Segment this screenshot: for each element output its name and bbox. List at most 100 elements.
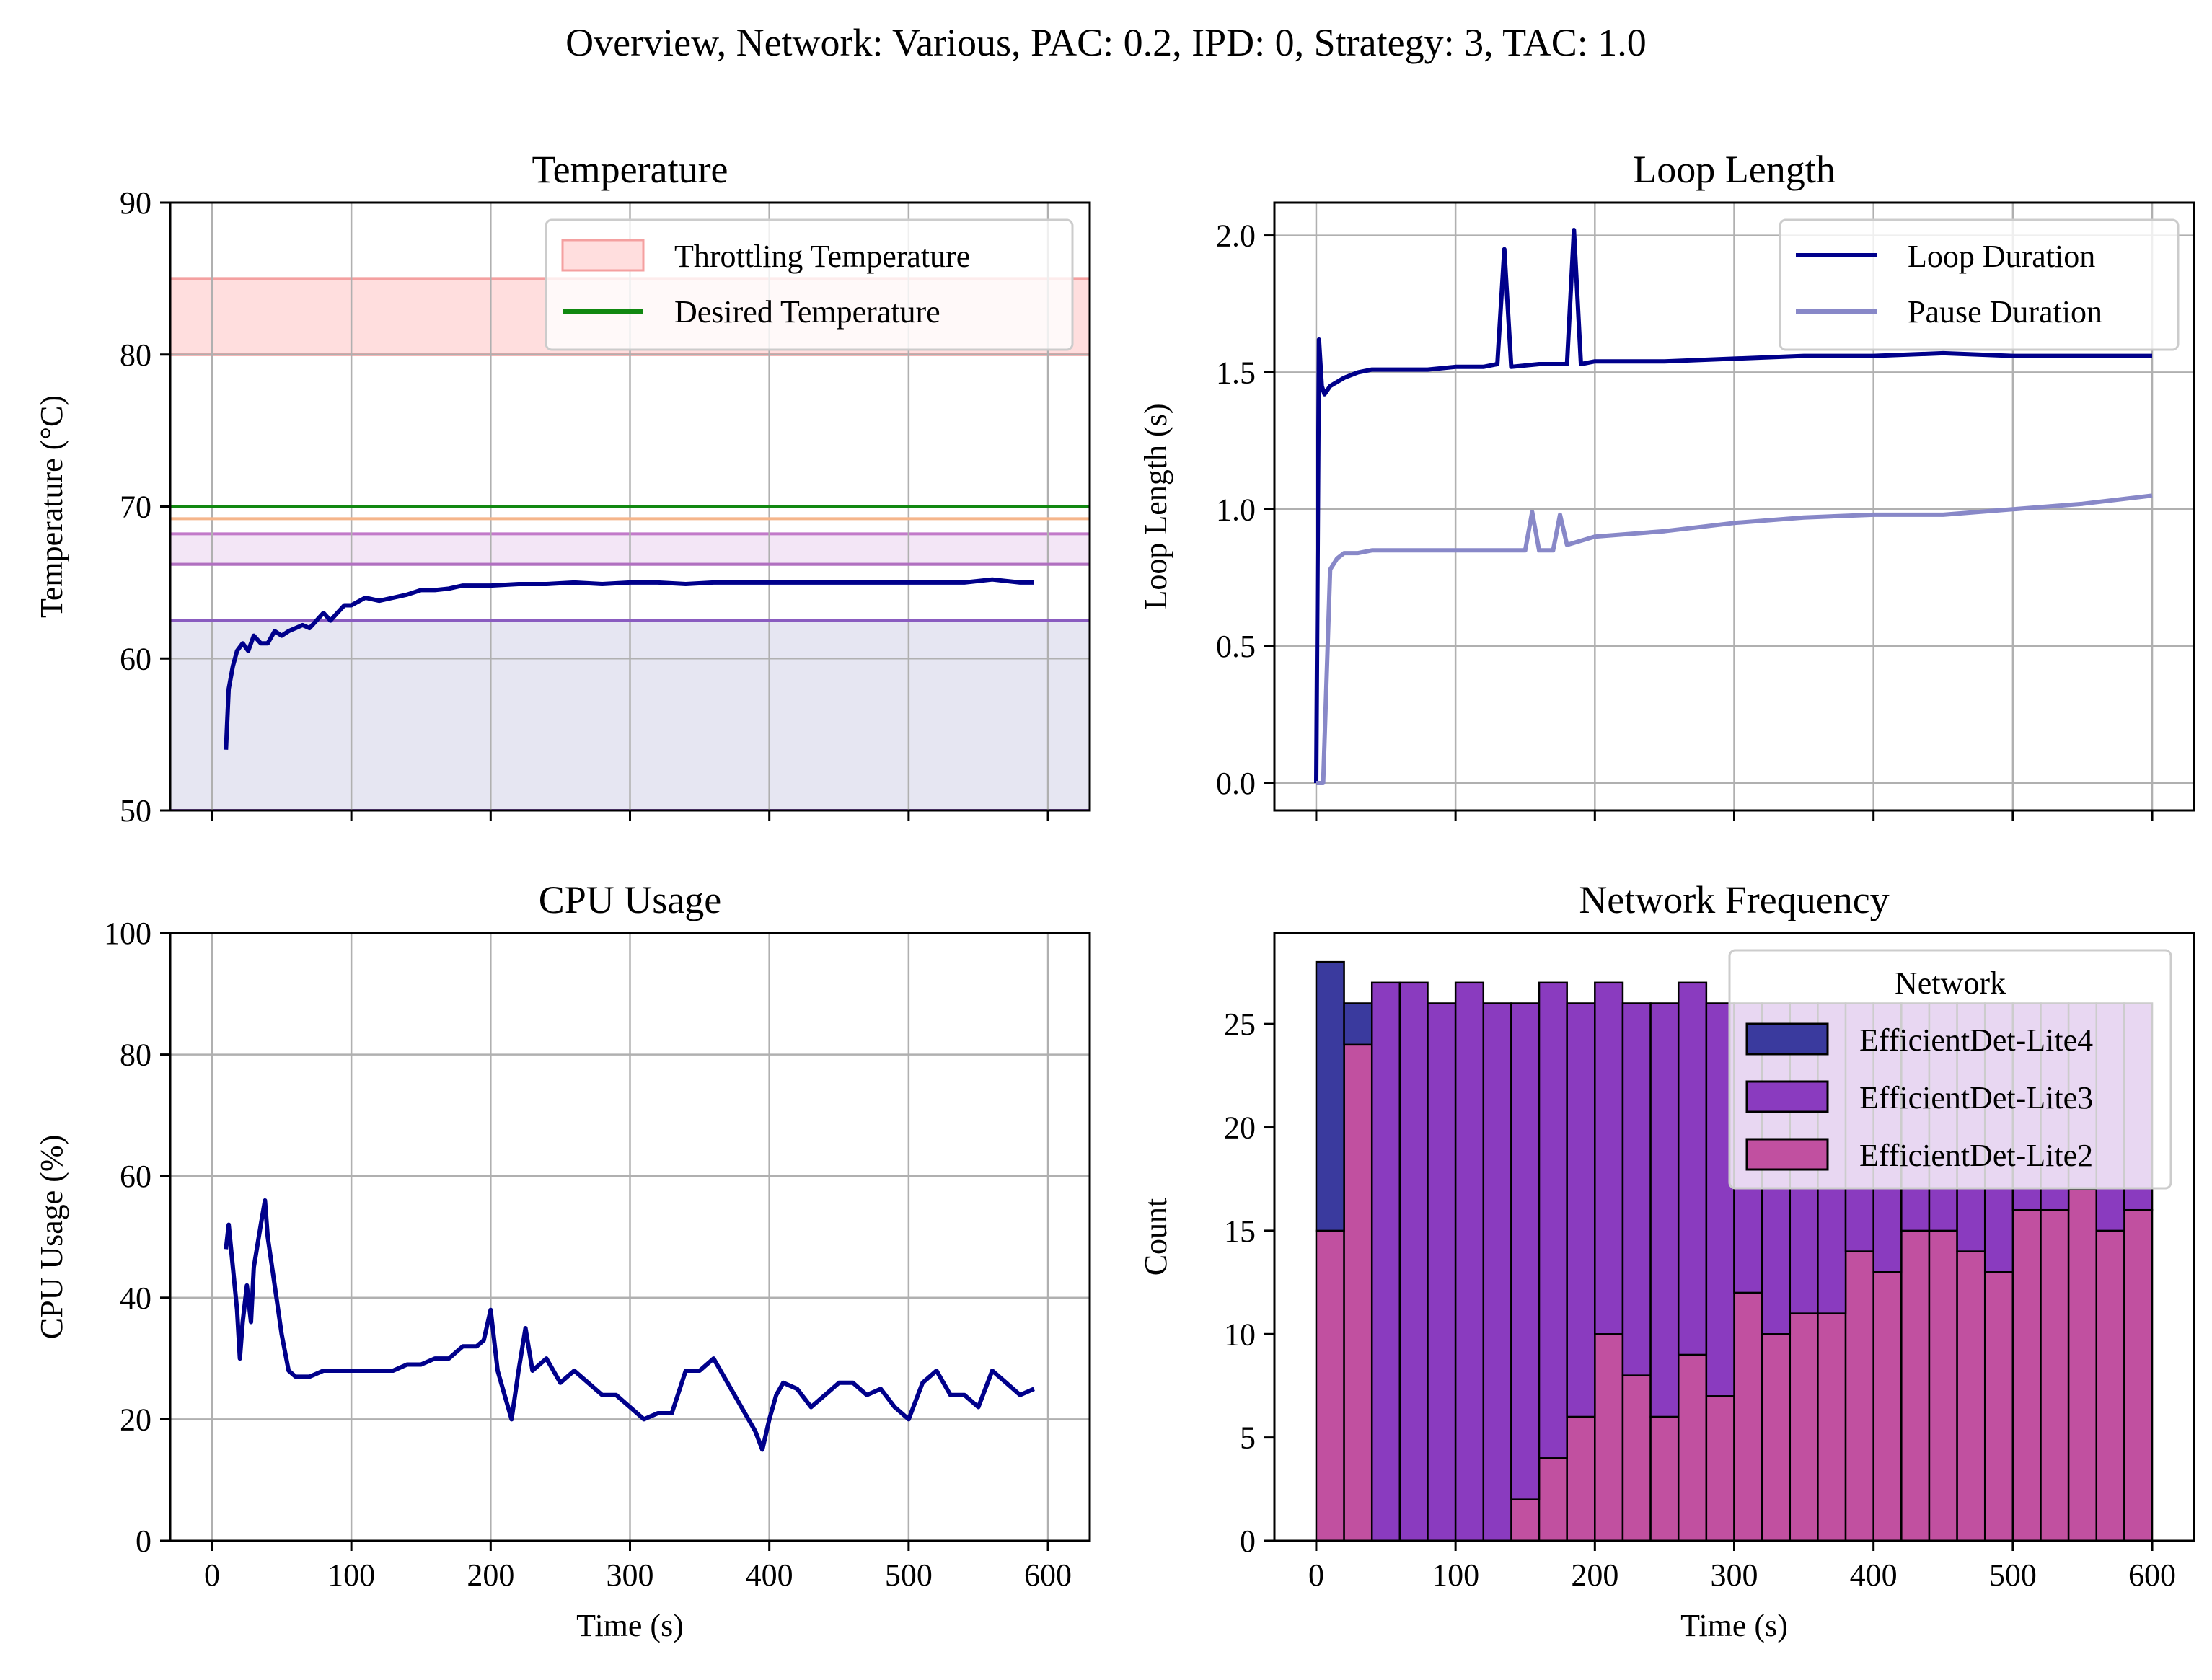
y-tick-label: 60	[120, 641, 151, 676]
x-tick-label: 0	[204, 1557, 220, 1593]
bar-efficientdet-lite3-3	[1398, 981, 1429, 1541]
temperature-title: Temperature	[532, 148, 728, 191]
bar-efficientdet-lite3-2	[1370, 981, 1401, 1541]
bar-efficientdet-lite2-29	[2123, 1208, 2154, 1541]
y-tick-label: 10	[1224, 1317, 1256, 1352]
y-tick-label: 100	[104, 916, 151, 951]
bar-efficientdet-lite2-17	[1789, 1312, 1819, 1541]
x-tick-label: 600	[2128, 1557, 2176, 1593]
y-tick-label: 0.0	[1216, 766, 1256, 801]
legend-label-pause-duration: Pause Duration	[1908, 294, 2102, 330]
x-tick-label: 500	[1989, 1557, 2037, 1593]
y-tick-label: 20	[120, 1402, 151, 1437]
legend-swatch-lite2	[1745, 1138, 1829, 1171]
bar-efficientdet-lite2-18	[1817, 1312, 1847, 1541]
network-frequency-title: Network Frequency	[1579, 878, 1889, 921]
y-tick-label: 70	[120, 490, 151, 525]
bar-efficientdet-lite4-1	[1343, 1002, 1373, 1046]
bar-efficientdet-lite3-8	[1538, 981, 1568, 1459]
x-tick-label: 400	[1850, 1557, 1898, 1593]
bar-efficientdet-lite2-25	[2011, 1208, 2042, 1541]
legend-label-lite2: EfficientDet-Lite2	[1859, 1138, 2093, 1173]
bar-efficientdet-lite3-12	[1649, 1002, 1680, 1418]
y-tick-label: 50	[120, 793, 151, 828]
y-tick-label: 0	[1240, 1524, 1256, 1559]
y-tick-label: 60	[120, 1159, 151, 1194]
bar-efficientdet-lite2-24	[1983, 1270, 2014, 1541]
y-tick-label: 15	[1224, 1213, 1256, 1249]
y-tick-label: 90	[120, 185, 151, 221]
x-tick-label: 100	[1432, 1557, 1479, 1593]
bar-efficientdet-lite2-8	[1538, 1457, 1568, 1541]
series-line-0	[224, 577, 1034, 750]
bar-efficientdet-lite2-27	[2067, 1188, 2098, 1541]
legend-label-lite3: EfficientDet-Lite3	[1859, 1080, 2093, 1115]
bar-efficientdet-lite2-16	[1761, 1333, 1792, 1541]
loop-length-y-axis-label: Loop Length (s)	[1138, 404, 1173, 610]
bar-efficientdet-lite3-11	[1621, 1002, 1652, 1376]
legend-title: Network	[1895, 965, 2006, 1001]
bar-efficientdet-lite2-15	[1733, 1291, 1763, 1541]
cpu-usage-title: CPU Usage	[539, 878, 722, 921]
bar-efficientdet-lite2-28	[2095, 1229, 2125, 1541]
x-tick-label: 0	[1308, 1557, 1324, 1593]
network-frequency-panel: 0 100 200 300 400 500 600 0 5 10 15 20 25 Network Fre…	[1138, 878, 2195, 1643]
bar-efficientdet-lite2-14	[1705, 1395, 1735, 1541]
y-tick-label: 0	[136, 1524, 151, 1559]
x-tick-label: 400	[746, 1557, 793, 1593]
legend-swatch-lite3	[1745, 1080, 1829, 1113]
y-tick-label: 25	[1224, 1007, 1256, 1042]
bar-efficientdet-lite2-23	[1956, 1250, 1986, 1541]
bar-efficientdet-lite2-1	[1343, 1043, 1373, 1541]
y-tick-label: 80	[120, 1038, 151, 1073]
bar-efficientdet-lite2-9	[1566, 1415, 1596, 1541]
y-tick-label: 5	[1240, 1420, 1256, 1456]
bar-efficientdet-lite2-7	[1510, 1498, 1541, 1541]
loop-length-legend	[1779, 218, 2180, 351]
cpu-usage-panel: 0 100 200 300 400 500 600 0 20 40 60 80 100 CPU Usage…	[34, 878, 1091, 1643]
x-tick-label: 600	[1024, 1557, 1072, 1593]
temperature-panel: 50 60 70 80 90 Temperature Temperature (°C) Thr…	[34, 148, 1091, 828]
network-frequency-y-axis-label: Count	[1138, 1198, 1173, 1276]
legend-label-throttling: Throttling Temperature	[674, 239, 970, 274]
legend-swatch-throttling	[561, 239, 645, 272]
cpu-usage-y-axis-label: CPU Usage (%)	[34, 1135, 69, 1340]
cpu-usage-plot-area	[170, 933, 1090, 1541]
network-frequency-legend	[1728, 949, 2172, 1190]
y-tick-label: 1.5	[1216, 355, 1256, 390]
y-tick-label: 20	[1224, 1110, 1256, 1146]
figure-title: Overview, Network: Various, PAC: 0.2, IP…	[565, 21, 1647, 64]
y-tick-label: 1.0	[1216, 492, 1256, 527]
loop-length-panel: 0.0 0.5 1.0 1.5 2.0 Loop Length Loop Length (s…	[1138, 148, 2195, 821]
series-line-0	[224, 1198, 1035, 1452]
bar-efficientdet-lite2-19	[1844, 1250, 1874, 1541]
x-tick-label: 500	[885, 1557, 933, 1593]
legend-swatch-lite4	[1745, 1022, 1829, 1056]
bar-efficientdet-lite3-5	[1454, 981, 1485, 1541]
bar-efficientdet-lite3-6	[1482, 1002, 1512, 1541]
bar-efficientdet-lite2-20	[1872, 1270, 1903, 1541]
legend-label-loop-duration: Loop Duration	[1908, 239, 2095, 274]
x-tick-label: 200	[1571, 1557, 1618, 1593]
bar-efficientdet-lite3-10	[1594, 981, 1624, 1335]
y-tick-label: 2.0	[1216, 218, 1256, 254]
bar-efficientdet-lite2-26	[2040, 1208, 2070, 1541]
bar-efficientdet-lite4-0	[1315, 960, 1345, 1232]
x-tick-label: 300	[607, 1557, 654, 1593]
temperature-legend	[545, 218, 1074, 351]
x-tick-label: 200	[467, 1557, 514, 1593]
bar-efficientdet-lite3-7	[1510, 1002, 1541, 1500]
bar-efficientdet-lite2-22	[1928, 1229, 1958, 1541]
bar-efficientdet-lite2-21	[1900, 1229, 1931, 1541]
loop-length-title: Loop Length	[1633, 148, 1835, 191]
bar-efficientdet-lite2-12	[1649, 1415, 1680, 1541]
network-frequency-x-axis-label: Time (s)	[1680, 1608, 1788, 1643]
bar-efficientdet-lite2-10	[1594, 1333, 1624, 1541]
bar-efficientdet-lite3-4	[1427, 1002, 1457, 1541]
bar-efficientdet-lite2-13	[1677, 1353, 1708, 1541]
bar-efficientdet-lite3-13	[1677, 981, 1708, 1356]
cpu-usage-x-axis-label: Time (s)	[576, 1608, 684, 1643]
series-line-pause-duration	[1316, 493, 2153, 785]
legend-label-desired: Desired Temperature	[674, 294, 940, 330]
